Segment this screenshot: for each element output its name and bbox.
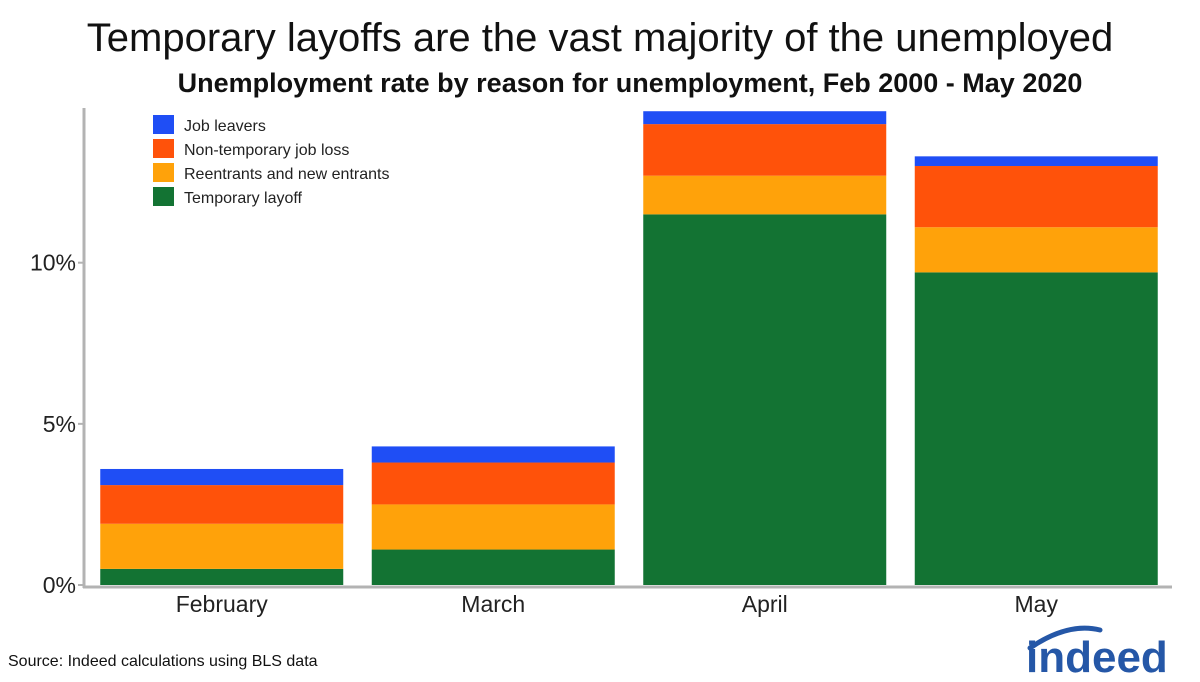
bar-segment-reentrants-and-new-entrants-march [371,504,615,550]
chart-title: Temporary layoffs are the vast majority … [86,16,1114,60]
bar-segment-job-leavers-may [914,156,1158,167]
x-tick-label: February [176,591,269,617]
y-tick-label: 0% [43,572,76,598]
svg-text:indeed: indeed [1026,633,1168,678]
legend-swatch [153,187,174,206]
legend-label: Reentrants and new entrants [184,166,389,183]
legend-swatch [153,139,174,158]
bar-segment-job-leavers-april [643,111,887,125]
bar-segment-non-temporary-job-loss-may [914,166,1158,228]
bar-segment-temporary-layoff-april [643,214,887,586]
x-tick-label: April [742,591,788,617]
x-tick-label: May [1015,591,1059,617]
bar-segment-reentrants-and-new-entrants-may [914,227,1158,273]
bar-segment-reentrants-and-new-entrants-february [100,523,344,569]
indeed-logo: indeed [1026,625,1168,678]
bar-segment-reentrants-and-new-entrants-april [643,175,887,215]
x-tick-label: March [461,591,525,617]
y-tick-label: 5% [43,411,76,437]
bar-segment-temporary-layoff-february [100,568,344,585]
bar-segment-job-leavers-march [371,446,615,463]
bar-segment-non-temporary-job-loss-february [100,485,344,524]
bar-segment-job-leavers-february [100,468,344,486]
chart-subtitle: Unemployment rate by reason for unemploy… [177,68,1083,98]
bar-segment-temporary-layoff-march [371,549,615,585]
bar-segment-temporary-layoff-may [914,272,1158,585]
bar-segment-non-temporary-job-loss-april [643,124,887,176]
legend-label: Non-temporary job loss [184,142,349,159]
legend-swatch [153,163,174,182]
source-note: Source: Indeed calculations using BLS da… [8,653,318,670]
legend-swatch [153,115,174,134]
bar-segment-non-temporary-job-loss-march [371,462,615,505]
y-tick-label: 10% [30,250,76,276]
legend-label: Temporary layoff [184,190,303,207]
legend-label: Job leavers [184,118,266,135]
